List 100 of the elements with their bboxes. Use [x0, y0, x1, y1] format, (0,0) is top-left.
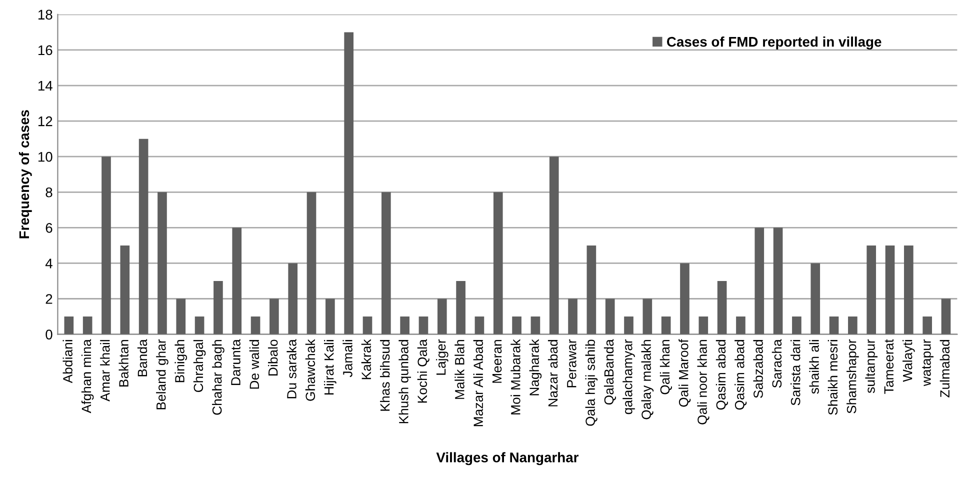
- x-tick-label: QalaBanda: [604, 339, 616, 405]
- x-tick-label: Walayti: [902, 340, 915, 382]
- x-tick-label: Dibalo: [268, 340, 278, 376]
- x-tick-label: Kochi Qala: [417, 339, 430, 403]
- x-tick-label: sultanpur: [865, 339, 878, 394]
- x-tick-label: Chrahgal: [193, 340, 206, 392]
- x-tick-label: Shaikh mesri: [828, 340, 838, 415]
- x-tick-label: Sarista dari: [790, 340, 800, 406]
- x-tick-label: Perawar: [567, 339, 576, 388]
- bar: [456, 280, 466, 334]
- x-tick-label: Kakrak: [361, 339, 372, 380]
- bar: [418, 316, 428, 334]
- bar: [288, 263, 298, 334]
- bar: [512, 316, 522, 334]
- bar: [400, 316, 410, 334]
- x-tick-label: Qasim abad: [734, 340, 747, 410]
- bar: [270, 298, 279, 334]
- y-tick-label: 16: [38, 45, 52, 56]
- bar: [176, 298, 186, 334]
- bar: [810, 263, 820, 334]
- y-tick-label: 18: [38, 10, 52, 20]
- x-tick-label: Lajger: [436, 339, 448, 375]
- x-tick-label: Binigah: [174, 340, 188, 382]
- bar: [605, 298, 615, 334]
- bar: [530, 316, 540, 334]
- bar: [306, 192, 316, 334]
- x-tick-label: watapur: [922, 339, 934, 386]
- legend-label: Cases of FMD reported in village: [666, 36, 882, 50]
- y-tick-label: 2: [46, 294, 52, 304]
- x-tick-label: Sabzabad: [753, 340, 763, 398]
- x-tick-label: Beland ghar: [156, 339, 168, 410]
- x-tick-label: Amar khail: [100, 340, 110, 402]
- bar: [493, 192, 503, 334]
- bar: [792, 316, 802, 334]
- bar: [232, 228, 242, 334]
- x-tick-label: Zulmabad: [940, 340, 950, 398]
- x-tick-label: Shamshapor: [846, 339, 859, 414]
- x-tick-label: Bakhtan: [118, 340, 128, 386]
- x-tick-label: Qasim abad: [716, 340, 728, 410]
- bar: [904, 245, 914, 334]
- bar: [549, 156, 559, 334]
- bar: [885, 245, 895, 334]
- x-tick-label: Saracha: [772, 339, 782, 388]
- bar: [922, 316, 932, 334]
- bar: [437, 298, 447, 334]
- bar: [773, 228, 783, 334]
- y-tick-label: 12: [38, 116, 52, 126]
- bar: [82, 316, 92, 334]
- x-axis-title: Villages of Nangarhar: [436, 452, 579, 466]
- bar: [717, 280, 727, 334]
- bar: [64, 316, 74, 334]
- x-tick-label: Qali Maroof: [678, 339, 691, 407]
- x-tick-label: qalachamyar: [622, 339, 635, 414]
- bar: [158, 192, 167, 334]
- x-tick-label: Banda: [137, 339, 148, 376]
- x-tick-label: Qali khan: [660, 340, 672, 394]
- x-tick-label: shaikh ali: [809, 340, 819, 394]
- x-tick-label: Qali noor khan: [697, 340, 710, 424]
- x-tick-label: Jamali: [342, 340, 352, 378]
- bar: [829, 316, 839, 334]
- x-tick-label: Abdiani: [62, 340, 72, 384]
- x-tick-label: Afghan mina: [81, 339, 94, 414]
- bar: [941, 298, 951, 334]
- x-tick-label: Nazar abad: [548, 340, 558, 406]
- bar: [680, 263, 690, 334]
- y-tick-label: 4: [45, 258, 52, 268]
- bar: [344, 32, 354, 334]
- bar: [586, 245, 596, 334]
- bar: [362, 316, 372, 334]
- bar: [474, 316, 484, 334]
- bar: [250, 316, 260, 334]
- x-tick-label: Hijrat Kali: [324, 340, 336, 395]
- x-tick-label: Darunta: [231, 339, 240, 386]
- x-tick-label: Malik Blah: [454, 340, 464, 399]
- bar: [698, 316, 708, 334]
- x-tick-label: Khas bihsud: [380, 340, 390, 411]
- x-tick-label: Qala haji sahib: [585, 340, 598, 426]
- x-tick-label: Qalay malakh: [641, 340, 654, 420]
- bar: [214, 280, 223, 334]
- x-tick-label: Mazar Ali Abad: [473, 340, 484, 426]
- bar: [326, 298, 335, 334]
- bar: [102, 156, 111, 334]
- x-tick-label: Tameerat: [884, 339, 894, 394]
- y-axis-title: Frequency of cases: [18, 110, 32, 238]
- x-tick-label: Chahar bagh: [212, 340, 224, 415]
- bar: [848, 316, 858, 334]
- y-tick-label: 6: [46, 223, 52, 233]
- x-tick-label: Ghawchak: [305, 339, 316, 401]
- bar: [120, 245, 130, 334]
- bar: [138, 138, 148, 334]
- x-tick-label: Moi Mubarak: [510, 339, 520, 414]
- y-tick-label: 8: [46, 187, 52, 198]
- y-tick-label: 0: [46, 330, 52, 340]
- bar: [661, 316, 671, 334]
- x-tick-label: Nagharak: [529, 339, 542, 396]
- bar: [642, 298, 652, 334]
- y-tick-label: 10: [38, 152, 52, 162]
- x-tick-label: Meeran: [492, 340, 502, 383]
- bar: [736, 316, 746, 334]
- y-tick-label: 14: [38, 80, 52, 91]
